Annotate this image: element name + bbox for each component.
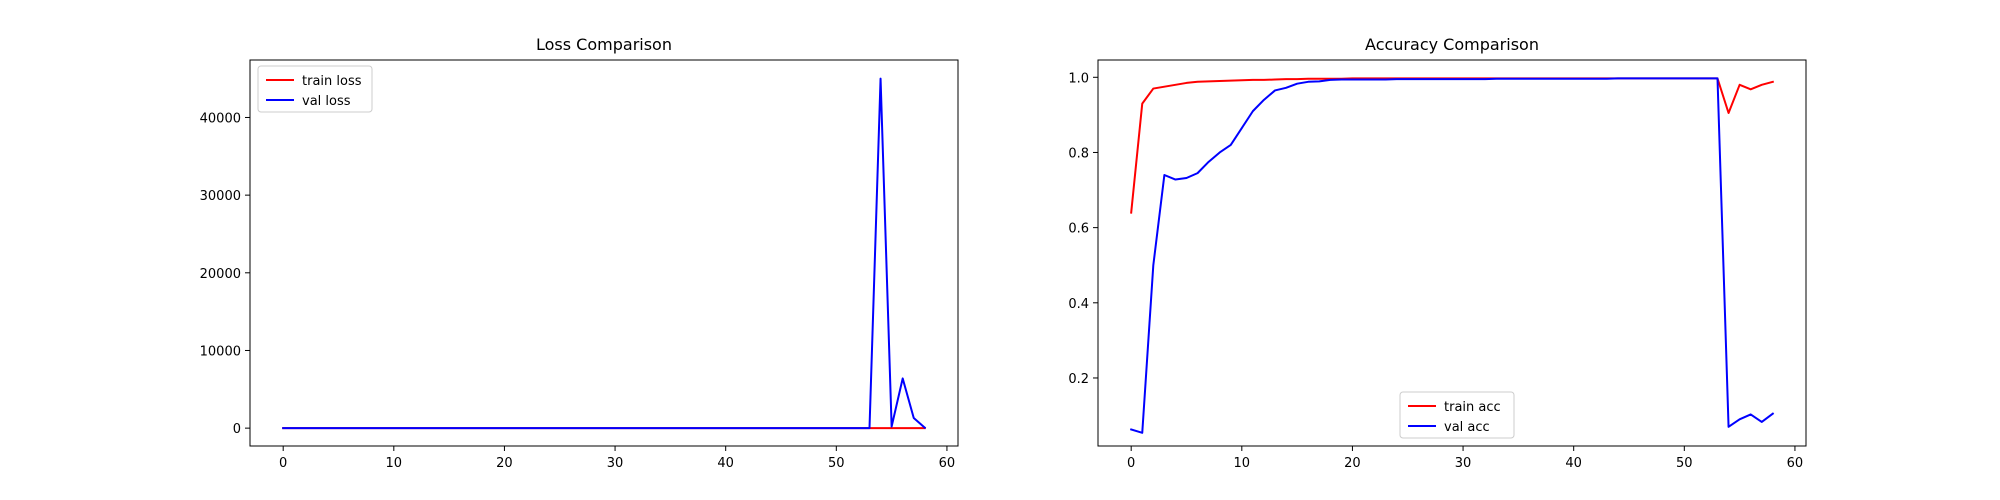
loss-y-tick-label: 20000 [200,267,241,282]
accuracy-y-tick-label: 0.2 [1068,372,1089,387]
loss-x-tick-label: 60 [939,456,956,471]
accuracy-x-tick-label: 10 [1234,456,1251,471]
loss-axes-frame [249,59,959,447]
accuracy-legend: train acc val acc [1399,391,1515,439]
loss-y-tick-label: 40000 [200,111,241,126]
val-loss-line [282,77,927,430]
val-acc-line [1129,77,1775,434]
accuracy-y-tick-label: 0.6 [1068,222,1089,237]
loss-plot-area [250,60,958,446]
loss-x-tick-label: 0 [279,456,287,471]
loss-x-tick-label: 50 [828,456,845,471]
loss-y-tick-label: 0 [233,422,241,437]
loss-y-tick-label: 30000 [200,189,241,204]
accuracy-chart-title: Accuracy Comparison [1365,35,1539,54]
loss-x-tick-label: 40 [717,456,734,471]
val-acc-legend-label: val acc [1444,420,1490,435]
accuracy-x-tick-label: 60 [1787,456,1804,471]
accuracy-y-tick-label: 0.8 [1068,146,1089,161]
loss-x-tick-label: 10 [386,456,403,471]
accuracy-x-tick-label: 0 [1127,456,1135,471]
accuracy-plot-area [1098,60,1806,446]
accuracy-x-tick-label: 20 [1344,456,1361,471]
accuracy-x-tick-label: 50 [1676,456,1693,471]
train-acc-legend-label: train acc [1444,400,1501,415]
loss-legend: train loss val loss [257,65,373,113]
accuracy-comparison-panel: Accuracy Comparison 0 10 20 30 40 50 60 0.2 0.4 0.… [1068,35,1807,471]
loss-x-tick-label: 30 [607,456,624,471]
loss-y-tick-label: 10000 [200,344,241,359]
accuracy-y-tick-label: 0.4 [1068,297,1089,312]
loss-comparison-panel: Loss Comparison 0 10 20 30 40 50 60 0 10000 20000 3… [200,35,959,471]
loss-x-tick-label: 20 [496,456,513,471]
train-loss-legend-label: train loss [302,74,362,89]
loss-chart-title: Loss Comparison [536,35,672,54]
accuracy-y-tick-label: 1.0 [1068,71,1089,86]
accuracy-x-tick-label: 40 [1565,456,1582,471]
accuracy-x-tick-label: 30 [1455,456,1472,471]
val-loss-legend-label: val loss [302,94,351,109]
accuracy-axes-frame [1097,59,1807,447]
